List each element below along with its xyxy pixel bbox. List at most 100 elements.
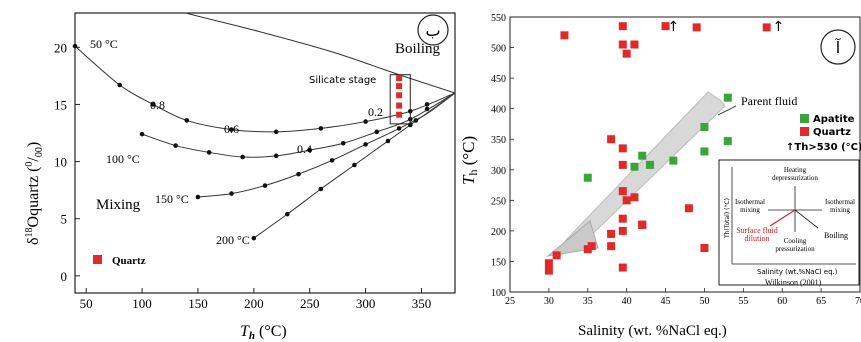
- right-y-tick-label: 550: [491, 13, 506, 24]
- legend-quartz-label: Quartz: [112, 255, 146, 267]
- fraction-label-0-8: 0.8: [150, 98, 165, 112]
- curve-point: [363, 119, 368, 124]
- parent-fluid-pointer: [717, 105, 737, 116]
- quartz-point: [607, 229, 616, 238]
- curve-point: [413, 118, 419, 123]
- right-y-tick-label: 100: [491, 288, 506, 299]
- quartz-point: [618, 226, 627, 235]
- curve-point: [150, 102, 156, 107]
- left-y-tick-label: 15: [54, 97, 67, 112]
- curve-point: [307, 147, 313, 153]
- curve-point: [195, 194, 201, 200]
- inset-x-label: Salinity (wt.%NaCl eq.): [757, 268, 838, 276]
- curve-point: [206, 150, 212, 155]
- quartz-point: [396, 83, 403, 90]
- left-x-tick-label: 350: [412, 296, 432, 311]
- legend-quartz-marker-right: [800, 127, 809, 136]
- right-x-tick-label: 55: [738, 296, 748, 307]
- curve-point: [374, 129, 380, 135]
- quartz-point: [552, 251, 561, 260]
- right-panel-label: آ: [835, 38, 842, 57]
- right-panel-label-circle: [820, 29, 856, 65]
- right-y-tick-label: 350: [491, 135, 506, 146]
- left-y-tick-label: 20: [54, 40, 67, 55]
- quartz-point: [607, 242, 616, 251]
- right-x-tick-label: 40: [622, 296, 632, 307]
- left-y-axis-title: δ18Oquartz (0/00): [24, 142, 45, 245]
- parent-fluid-label: Parent fluid: [741, 94, 797, 108]
- right-x-tick-label: 50: [699, 296, 709, 307]
- left-markers: [72, 43, 430, 241]
- apatite-point: [700, 147, 709, 156]
- quartz-point: [396, 102, 403, 109]
- quartz-point: [618, 160, 627, 169]
- quartz-point: [638, 220, 647, 229]
- right-y-tick-label: 300: [491, 166, 506, 177]
- curve-point: [318, 186, 324, 192]
- curve-point: [329, 158, 335, 163]
- curve-point: [251, 235, 257, 241]
- mixing-curve: [197, 92, 455, 198]
- curve-point: [229, 191, 234, 196]
- curve-point: [296, 171, 301, 177]
- quartz-point: [618, 187, 627, 196]
- right-y-tick-label: 150: [491, 257, 506, 268]
- curve-point: [318, 126, 324, 131]
- right-x-tick-label: 65: [816, 296, 826, 307]
- apatite-point: [700, 123, 709, 131]
- series-label-50: 50 °C: [90, 37, 118, 51]
- right-y-tick-label: 400: [491, 105, 506, 116]
- inset-diagram: Th(Total) (°C) Salinity (wt.%NaCl eq.) W…: [718, 159, 860, 287]
- curve-point: [285, 211, 290, 217]
- right-y-tick-label: 200: [491, 227, 506, 238]
- quartz-point: [618, 214, 627, 223]
- curve-point: [424, 102, 430, 107]
- inset-arrow-boiling: [794, 209, 819, 229]
- apatite-point: [646, 160, 654, 169]
- right-x-axis-title: Salinity (wt. %NaCl eq.): [578, 323, 727, 339]
- curve-point: [262, 183, 268, 188]
- legend-apatite-marker: [800, 114, 809, 123]
- left-plot-frame: [74, 12, 456, 294]
- inset-arrow-surface-dilution: [769, 209, 796, 227]
- right-axis-ticks: 25 30 35 40 45 50 55 60 65 70 100 150 200 250 300 350 40…: [491, 13, 861, 307]
- curve-point: [117, 82, 123, 88]
- curve-point: [385, 138, 391, 144]
- right-y-tick-label: 450: [491, 74, 506, 85]
- right-x-tick-label: 25: [505, 296, 515, 307]
- quartz-point: [622, 49, 631, 58]
- quartz-point: [630, 193, 639, 202]
- apatite-point: [630, 162, 639, 171]
- above-range-arrow: ↑: [772, 19, 784, 35]
- quartz-point: [560, 31, 569, 40]
- right-x-tick-label: 60: [777, 296, 787, 307]
- quartz-point: [544, 266, 553, 275]
- quartz-point: [618, 144, 627, 153]
- legend-quartz-label-right: Quartz: [813, 127, 851, 138]
- apatite-point: [723, 137, 732, 146]
- series-label-100: 100 °C: [106, 152, 140, 166]
- right-chart-panel: 25 30 35 40 45 50 55 60 65 70 100 150 200 250 300 350 40…: [459, 13, 861, 339]
- curve-point: [396, 126, 402, 131]
- left-panel-label-circle: [417, 14, 449, 46]
- curve-point: [352, 162, 357, 168]
- quartz-point: [700, 244, 709, 252]
- quartz-point: [692, 23, 701, 32]
- quartz-point: [607, 135, 616, 144]
- curve-point: [340, 140, 346, 146]
- mixing-curve: [141, 92, 455, 158]
- right-x-tick-label: 70: [855, 296, 861, 307]
- curve-point: [363, 142, 368, 147]
- mixing-label: Mixing: [96, 197, 141, 213]
- quartz-point: [630, 40, 639, 49]
- right-x-tick-label: 45: [661, 296, 671, 307]
- quartz-point: [396, 111, 403, 118]
- right-y-axis-title: Th (°C): [459, 136, 480, 185]
- legend-quartz-marker: [93, 255, 102, 264]
- right-markers: ↑ ↑: [544, 19, 784, 275]
- curve-point: [139, 131, 145, 137]
- left-panel-label: ب: [425, 21, 440, 40]
- inset-isothermal-left-label: Isothermal mixing: [735, 198, 765, 214]
- above-range-arrow: ↑: [667, 19, 679, 35]
